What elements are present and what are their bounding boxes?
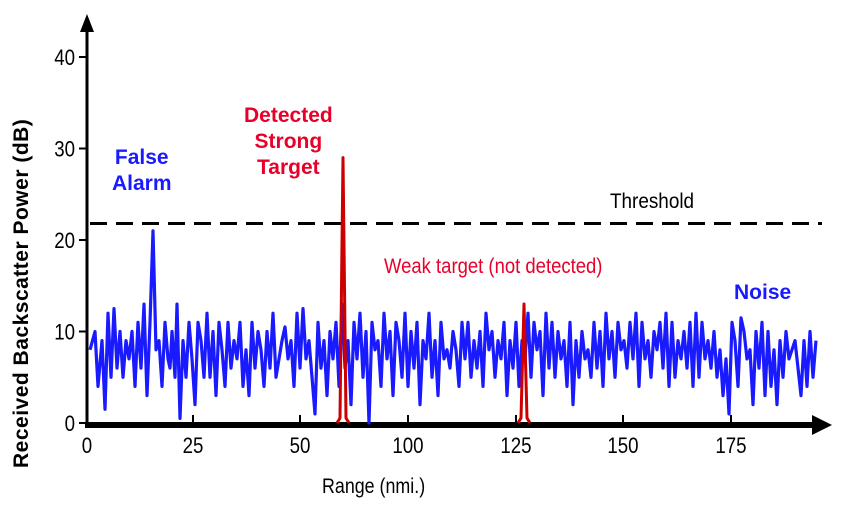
y-tick-label: 0: [65, 413, 75, 437]
x-tick-label: 25: [183, 435, 204, 459]
strong-target-annotation: Detected Strong Target: [244, 103, 333, 181]
x-tick-label: 100: [392, 435, 423, 459]
x-tick-label: 150: [607, 435, 638, 459]
target-peak: [516, 302, 532, 424]
strong-target-line1: Detected: [244, 104, 333, 127]
noise-annotation: Noise: [734, 281, 792, 304]
threshold-label: Threshold: [610, 190, 695, 213]
strong-target-line2: Strong: [254, 130, 323, 153]
target-peak: [335, 156, 351, 424]
y-axis-arrow-icon: [80, 14, 94, 32]
y-axis-label: Received Backscatter Power (dB): [10, 118, 33, 468]
y-tick-label: 40: [54, 47, 75, 71]
axis-ticks: 0 10 20 30 40 0 25 50 100 125 150 175: [54, 47, 746, 459]
x-axis-label: Range (nmi.): [322, 475, 426, 498]
noise-series: [88, 229, 818, 425]
strong-target-line3: Target: [257, 156, 320, 179]
x-tick-label: 50: [290, 435, 311, 459]
false-alarm-line1: False: [114, 146, 169, 169]
y-tick-label: 20: [54, 230, 75, 254]
x-tick-label: 175: [715, 435, 746, 459]
weak-target-annotation: Weak target (not detected): [384, 255, 603, 278]
false-alarm-annotation: False Alarm: [112, 145, 172, 197]
axes: [80, 14, 832, 435]
y-tick-label: 10: [54, 321, 75, 345]
x-tick-label: 125: [500, 435, 531, 459]
x-axis-arrow-icon: [812, 415, 832, 435]
target-peaks: [335, 156, 532, 424]
false-alarm-line2: Alarm: [112, 172, 172, 195]
y-tick-label: 30: [54, 138, 75, 162]
x-tick-label: 0: [82, 435, 92, 459]
